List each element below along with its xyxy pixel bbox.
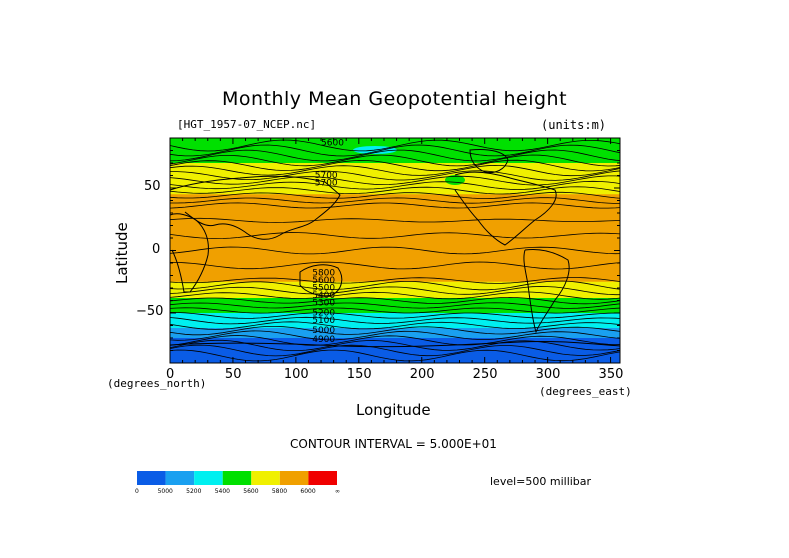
contour-label: 5200 [312, 309, 335, 319]
contour-label: 5700 [315, 179, 338, 189]
y-units-label: (degrees_north) [107, 377, 207, 390]
contour-label: 5600 [312, 276, 335, 286]
colorbar-label: 5600 [243, 488, 259, 495]
colorbar-swatch [165, 471, 195, 485]
contour-line-27 [170, 277, 620, 284]
contour-line-32 [170, 302, 620, 309]
contour-line-33 [170, 307, 620, 314]
contour-line-7 [170, 175, 620, 186]
coast-south-america [523, 249, 570, 334]
x-tick-label: 300 [535, 367, 561, 382]
x-tick-label: 0 [166, 367, 175, 382]
axis-ticks [169, 138, 620, 363]
colorbar-label: 5200 [186, 488, 202, 495]
fill-band-4 [170, 194, 620, 283]
coast-australia [299, 264, 343, 297]
colorbar-label: 0 [135, 488, 139, 495]
colorbar-swatch [279, 471, 309, 485]
contour-interval-text: CONTOUR INTERVAL = 5.000E+01 [290, 437, 497, 451]
x-axis-label: Longitude [356, 401, 431, 419]
contour-label: 5800 [312, 269, 335, 279]
level-text: level=500 millibar [490, 475, 592, 488]
contour-line-2 [170, 149, 620, 162]
contour-line-6 [170, 170, 620, 181]
contour-line-11 [170, 197, 620, 204]
contour-line-41 [170, 344, 620, 357]
contour-label: 5100 [312, 316, 335, 326]
contour-labels: 5600570057005800560055005400530052005100… [312, 139, 344, 345]
y-tick-label: 50 [144, 179, 161, 194]
contour-label: 5600 [321, 139, 344, 149]
chart-title: Monthly Mean Geopotential height [221, 88, 568, 110]
contour-line-5 [170, 164, 620, 177]
colorbar-swatch [194, 471, 223, 485]
contour-line-9 [170, 186, 620, 195]
x-tick-label: 250 [472, 367, 498, 382]
contour-line-36 [170, 321, 620, 330]
contour-line-18 [170, 232, 620, 240]
x-tick-label: 100 [283, 367, 309, 382]
coast-greenland [469, 149, 509, 173]
contour-line-31 [170, 296, 620, 305]
colorbar-label: ∞ [335, 488, 340, 495]
contour-label: 5700 [315, 171, 338, 181]
coast-eurasia [170, 175, 341, 240]
contour-line-21 [170, 246, 620, 255]
colorbar-label: 5000 [157, 488, 173, 495]
contour-line-39 [170, 335, 620, 346]
y-tick-label: −50 [136, 304, 164, 319]
contour-line-3 [170, 154, 620, 167]
contour-label: 5400 [312, 291, 335, 301]
coastlines [170, 149, 620, 348]
contour-line-1 [170, 144, 620, 157]
x-units-label: (degrees_east) [539, 385, 632, 398]
contour-line-37 [170, 326, 620, 336]
x-tick-label: 50 [224, 367, 242, 382]
contour-line-10 [170, 191, 620, 199]
contour-line-24 [170, 261, 620, 270]
contour-label: 5000 [312, 326, 335, 336]
fill-band-2 [170, 163, 620, 179]
units-label: (units:m) [541, 118, 607, 132]
fill-band-8 [170, 328, 620, 339]
colorbar-swatch [137, 471, 166, 485]
colorbar-swatch [222, 471, 252, 485]
y-axis-label: Latitude [113, 222, 131, 284]
fill-band-5 [170, 281, 620, 299]
fill-band-0 [170, 138, 620, 151]
coast-antarctica [170, 340, 620, 348]
colorbar-label: 5400 [214, 488, 230, 495]
contour-line-4 [170, 159, 620, 172]
colorbar-label: 5800 [271, 488, 288, 495]
contour-line-30 [170, 291, 620, 300]
contour-line-0 [170, 139, 620, 152]
contour-line-34 [170, 312, 620, 319]
contour-line-29 [170, 286, 620, 296]
contour-line-35 [170, 316, 620, 325]
contour-label: 5300 [312, 299, 335, 309]
source-file-label: [HGT_1957-07_NCEP.nc] [177, 118, 317, 131]
contour-line-15 [170, 217, 620, 223]
colorbar-swatch [308, 471, 337, 485]
contour-line-28 [170, 280, 620, 291]
colorbar-label: 6000 [300, 488, 316, 495]
contour-line-8 [170, 180, 620, 190]
x-tick-label: 200 [409, 367, 435, 382]
coast-north-america [454, 171, 557, 246]
contour-line-12 [170, 202, 620, 209]
x-tick-label: 150 [346, 367, 372, 382]
contour-fill-bands [170, 138, 620, 363]
colorbar [137, 471, 337, 485]
x-tick-label: 350 [598, 367, 624, 382]
colorbar-swatch [251, 471, 280, 485]
contour-label: 5500 [312, 284, 335, 294]
contour-line-38 [170, 330, 620, 341]
contour-label: 4900 [312, 335, 335, 345]
y-tick-label: 0 [152, 241, 161, 257]
coast-africa [170, 213, 209, 293]
